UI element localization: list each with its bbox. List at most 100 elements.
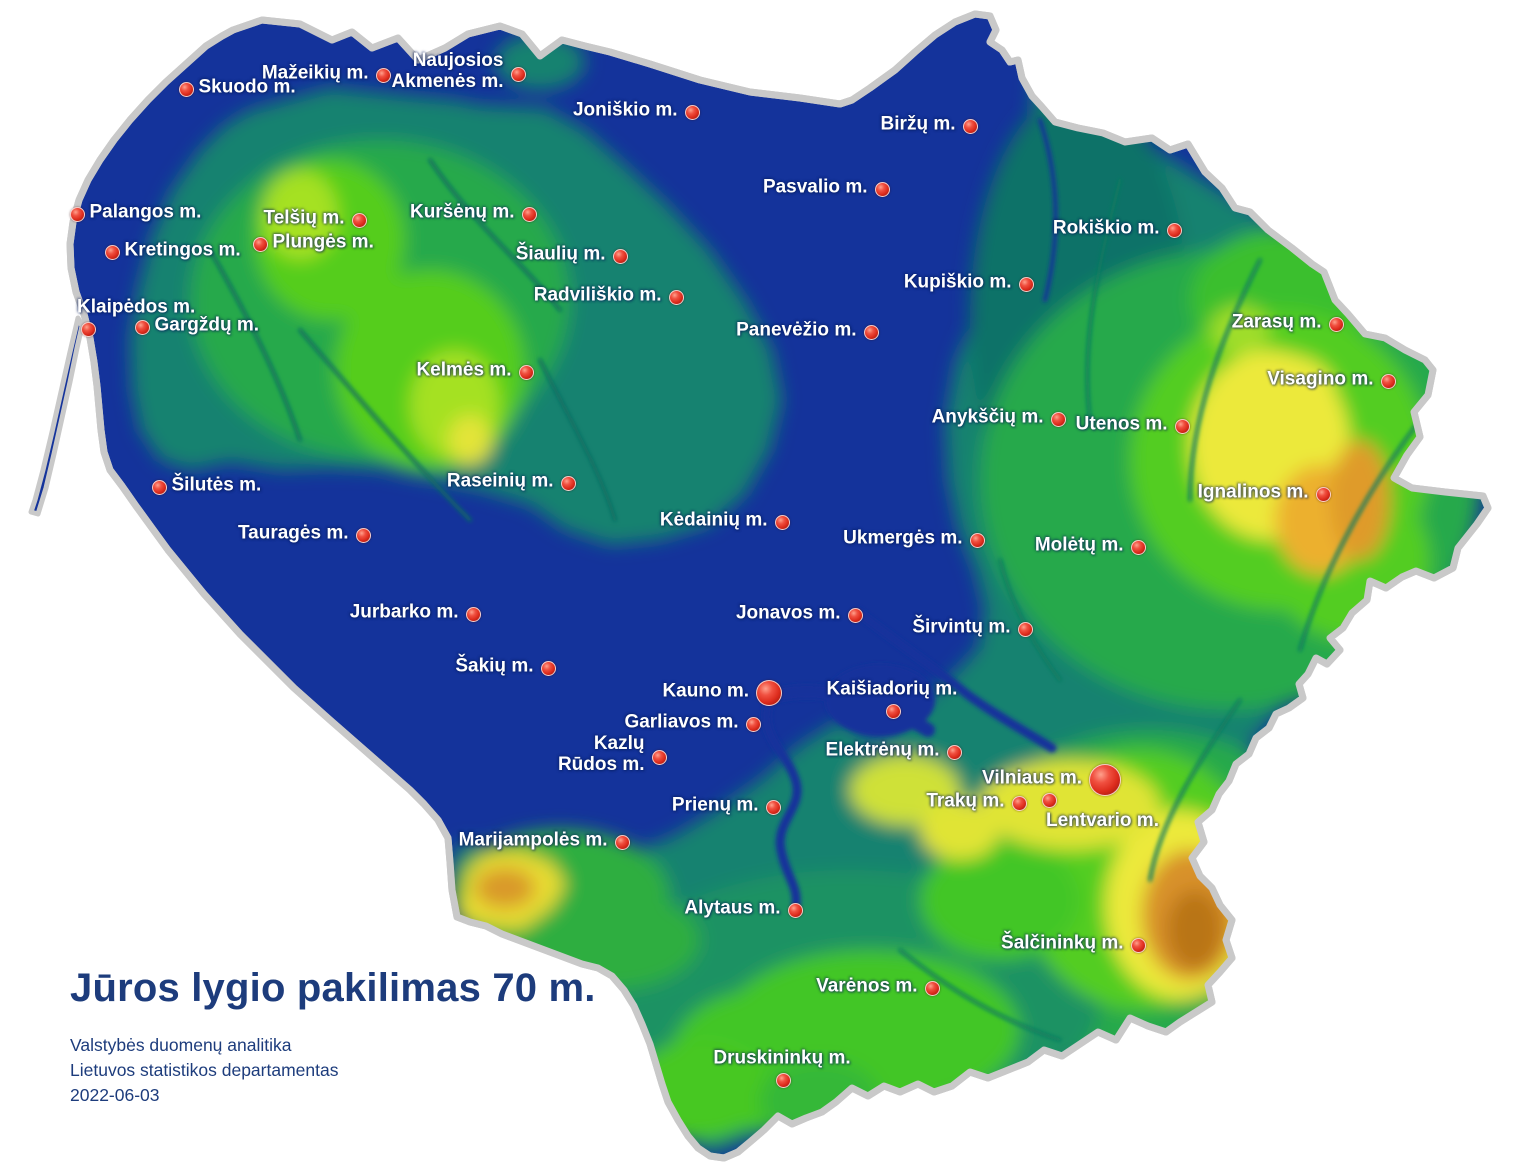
city-label: Mažeikių m. — [261, 62, 369, 84]
city-dot — [614, 834, 630, 850]
city-label: Naujosios Akmenės m. — [391, 50, 504, 93]
city-dot — [355, 527, 371, 543]
city-dot — [668, 289, 684, 305]
credit-line-3: 2022-06-03 — [70, 1084, 160, 1105]
city-label: Molėtų m. — [1034, 534, 1124, 556]
city-dot — [1315, 486, 1331, 502]
city-label: Varėnos m. — [816, 975, 918, 997]
city-label: Rokiškio m. — [1052, 217, 1160, 239]
city-dot — [69, 206, 85, 222]
city-dot — [962, 118, 978, 134]
city-label: Plungės m. — [272, 231, 374, 253]
city-label: Kupiškio m. — [903, 271, 1012, 293]
city-label: Alytaus m. — [684, 897, 781, 919]
city-label: Gargždų m. — [154, 314, 260, 336]
city-dot — [885, 703, 901, 719]
city-label: Utenos m. — [1075, 413, 1168, 435]
city-label: Elektrėnų m. — [825, 739, 940, 761]
map-credits: Valstybės duomenų analitika Lietuvos sta… — [70, 1033, 596, 1108]
city-dot — [80, 321, 96, 337]
title-block: Jūros lygio pakilimas 70 m. Valstybės du… — [70, 966, 596, 1108]
city-dot — [1011, 795, 1027, 811]
city-label: Ukmergės m. — [843, 527, 963, 549]
city-label: Šalčininkų m. — [1001, 932, 1124, 954]
city-label: Visagino m. — [1267, 368, 1374, 390]
curonian-spit — [28, 315, 85, 517]
city-dot — [1328, 316, 1344, 332]
city-dot — [521, 206, 537, 222]
city-label: Kuršėnų m. — [409, 201, 515, 223]
city-label: Kaišiadorių m. — [826, 678, 958, 700]
city-dot — [969, 532, 985, 548]
city-label: Telšių m. — [263, 207, 345, 229]
city-dot — [612, 248, 628, 264]
city-dot — [684, 104, 700, 120]
city-dot — [134, 319, 150, 335]
city-label: Jonavos m. — [735, 602, 841, 624]
city-dot — [863, 324, 879, 340]
city-dot — [465, 606, 481, 622]
city-dot — [874, 181, 890, 197]
city-label: Kauno m. — [662, 680, 749, 702]
city-label: Panevėžio m. — [736, 319, 857, 341]
city-label: Biržų m. — [880, 113, 956, 135]
city-label: Marijampolės m. — [458, 829, 608, 851]
city-label: Lentvario m. — [1046, 809, 1159, 831]
city-dot — [1017, 621, 1033, 637]
city-label: Klaipėdos m. — [77, 296, 196, 318]
city-dot — [1050, 411, 1066, 427]
city-dot — [252, 236, 268, 252]
city-dot — [560, 475, 576, 491]
city-dot — [745, 716, 761, 732]
city-dot — [518, 364, 534, 380]
city-dot — [178, 81, 194, 97]
city-dot — [1018, 276, 1034, 292]
city-dot — [847, 607, 863, 623]
map-title: Jūros lygio pakilimas 70 m. — [70, 966, 596, 1010]
city-label: Kazlų Rūdos m. — [557, 733, 645, 776]
city-label: Šakių m. — [455, 655, 534, 677]
city-dot — [1380, 373, 1396, 389]
city-label: Skuodo m. — [198, 76, 296, 98]
city-label: Kėdainių m. — [659, 509, 768, 531]
city-dot — [787, 902, 803, 918]
city-label: Ignalinos m. — [1197, 481, 1309, 503]
city-label: Prienų m. — [671, 794, 759, 816]
city-label: Širvintų m. — [912, 616, 1011, 638]
city-label: Trakų m. — [926, 790, 1005, 812]
city-dot — [104, 244, 120, 260]
city-dot — [765, 799, 781, 815]
city-dot — [1130, 539, 1146, 555]
city-label: Palangos m. — [89, 201, 202, 223]
city-dot — [351, 212, 367, 228]
city-dot — [1089, 764, 1121, 796]
city-label: Pasvalio m. — [762, 176, 868, 198]
city-dot — [774, 514, 790, 530]
city-dot — [1041, 792, 1057, 808]
city-dot — [375, 67, 391, 83]
city-label: Šilutės m. — [171, 474, 262, 496]
city-label: Kretingos m. — [124, 239, 241, 261]
city-dot — [946, 744, 962, 760]
city-label: Druskininkų m. — [713, 1047, 851, 1069]
credit-line-2: Lietuvos statistikos departamentas — [70, 1059, 339, 1080]
city-label: Raseinių m. — [446, 470, 554, 492]
city-dot — [1130, 937, 1146, 953]
country-border — [66, 10, 1492, 1162]
city-dot — [540, 660, 556, 676]
city-label: Šiaulių m. — [515, 243, 606, 265]
credit-line-1: Valstybės duomenų analitika — [70, 1035, 292, 1055]
city-label: Radviliškio m. — [533, 284, 662, 306]
city-label: Joniškio m. — [572, 99, 678, 121]
rivers-layer — [208, 118, 1422, 1042]
city-label: Tauragės m. — [237, 522, 349, 544]
city-label: Garliavos m. — [624, 711, 739, 733]
city-label: Vilniaus m. — [982, 767, 1082, 789]
city-dot — [510, 66, 526, 82]
city-label: Kelmės m. — [416, 359, 512, 381]
city-label: Zarasų m. — [1231, 311, 1322, 333]
city-dot — [756, 680, 782, 706]
city-dot — [151, 479, 167, 495]
city-dot — [1166, 222, 1182, 238]
